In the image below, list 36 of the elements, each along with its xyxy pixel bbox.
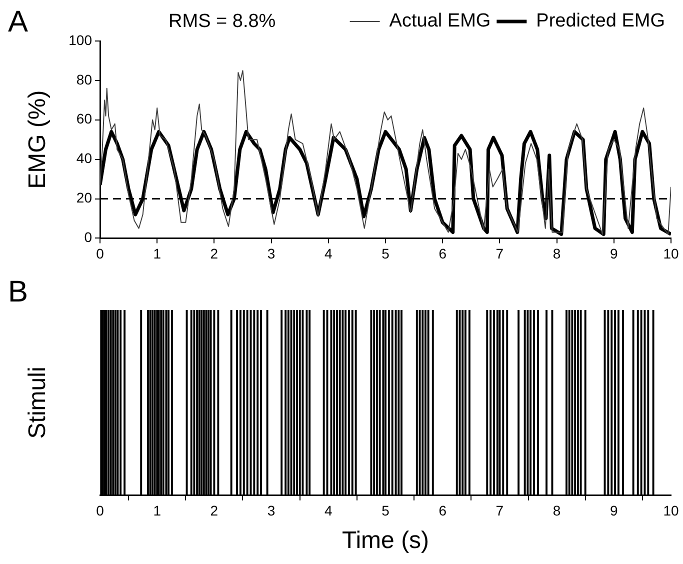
x-axis-title: Time (s)	[342, 527, 430, 554]
x-tick-label: 2	[210, 502, 218, 519]
y-tick-label: 60	[76, 110, 92, 127]
x-tick-label: 8	[552, 502, 561, 519]
x-tick-label: 8	[552, 245, 561, 262]
x-tick-label: 10	[663, 502, 679, 519]
y-tick-label: 100	[68, 32, 92, 48]
y-tick-label: 20	[76, 190, 92, 206]
x-tick-label: 3	[267, 245, 276, 262]
x-tick-label: 10	[663, 245, 679, 262]
x-tick-label: 5	[382, 245, 390, 262]
y-axis-title: EMG (%)	[24, 90, 52, 189]
x-tick-label: 4	[324, 245, 332, 262]
x-tick-label: 5	[382, 502, 390, 519]
y-axis-title: Stimuli	[24, 366, 52, 439]
x-tick-label: 0	[96, 245, 104, 262]
y-tick-label: 80	[76, 71, 92, 88]
y-tick-label: 0	[84, 229, 92, 246]
x-tick-label: 3	[267, 502, 276, 519]
x-tick-label: 9	[610, 245, 618, 262]
x-tick-label: 7	[496, 502, 504, 519]
x-tick-label: 4	[324, 502, 332, 519]
x-tick-label: 1	[153, 502, 162, 519]
y-tick-label: 40	[76, 150, 92, 166]
x-tick-label: 6	[438, 502, 447, 519]
chart-title: A	[8, 5, 28, 38]
text: RMS = 8.8%	[168, 11, 276, 32]
x-tick-label: 2	[210, 245, 218, 262]
x-tick-label: 6	[438, 245, 447, 262]
legend-label: Actual EMG	[389, 10, 491, 32]
legend-label: Predicted EMG	[536, 10, 666, 32]
x-tick-label: 1	[153, 245, 162, 262]
x-tick-label: 9	[610, 502, 618, 519]
x-tick-label: 7	[496, 245, 504, 262]
chart-title: B	[8, 275, 28, 308]
x-tick-label: 0	[96, 502, 104, 519]
